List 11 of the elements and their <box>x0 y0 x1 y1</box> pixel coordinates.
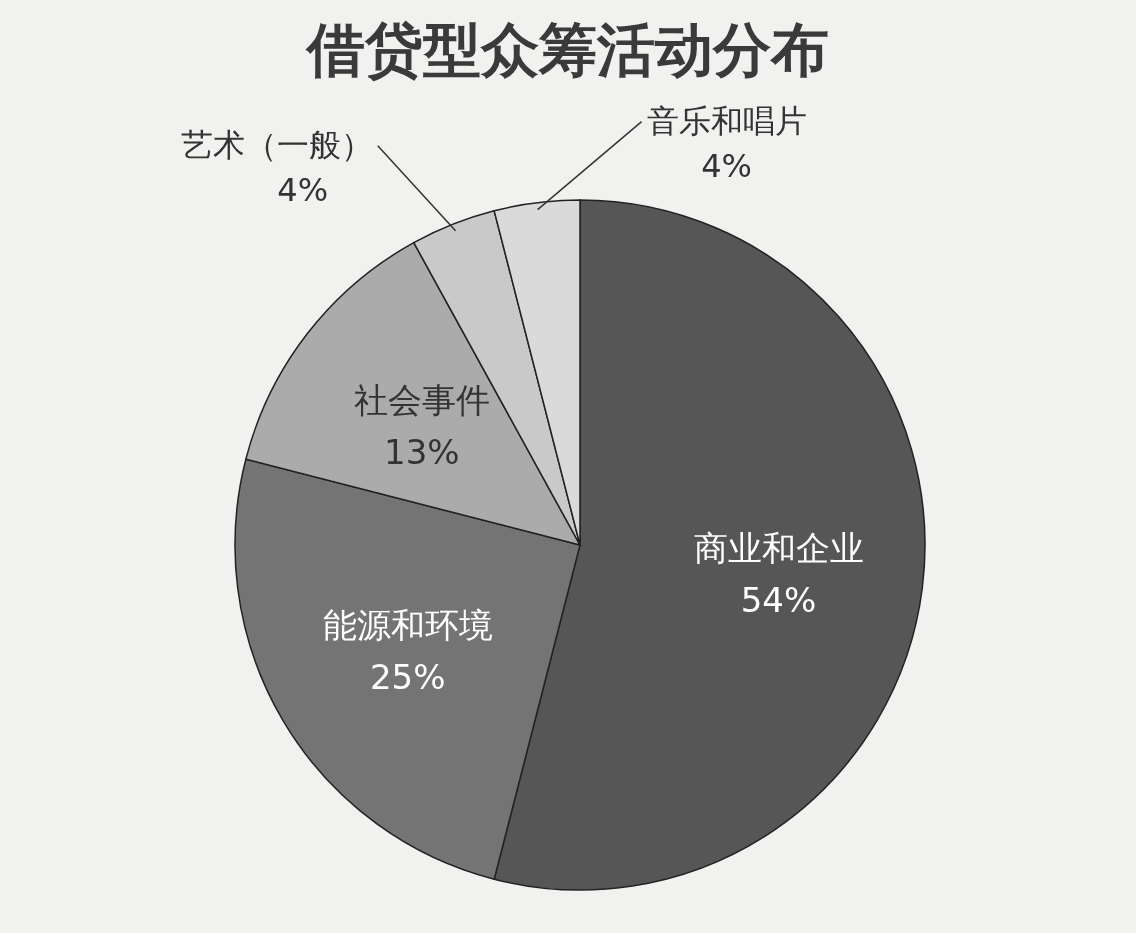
data-label: 4% <box>701 146 752 185</box>
slice-label: 音乐和唱片 <box>646 101 807 140</box>
slice-label: 能源和环境 <box>322 604 493 645</box>
data-label: 13% <box>384 432 460 473</box>
data-label: 4% <box>277 170 329 209</box>
data-label: 54% <box>740 580 817 621</box>
chart-title: 借贷型众筹活动分布 <box>305 16 829 84</box>
data-label: 25% <box>369 656 446 697</box>
slice-label: 艺术（一般） <box>180 125 373 164</box>
slice-label: 社会事件 <box>353 380 490 421</box>
slice-label: 商业和企业 <box>693 528 864 569</box>
